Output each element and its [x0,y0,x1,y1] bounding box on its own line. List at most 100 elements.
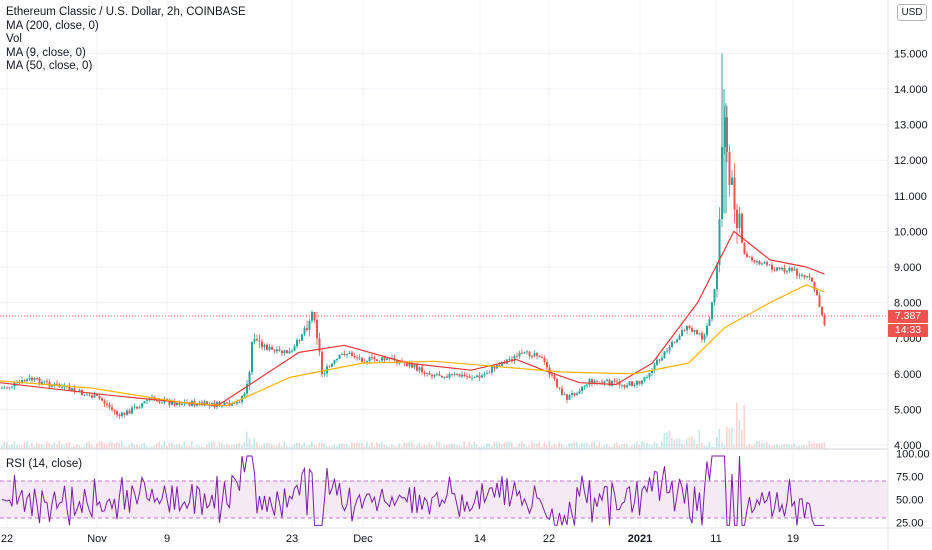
candle-body [381,357,383,361]
volume-bar [631,445,633,449]
volume-bar [781,445,783,449]
candle-body [631,381,633,386]
candle-body [53,383,56,386]
volume-bar [711,446,713,449]
volume-bar [736,402,738,449]
candle-body [251,341,253,373]
candle-body [71,388,73,391]
volume-bar [568,442,571,449]
volume-bar [146,446,148,449]
volume-bar [668,430,671,449]
candle-body [198,402,201,404]
volume-bar [96,443,98,449]
volume-bar [176,444,178,449]
volume-bar [51,444,53,449]
volume-bar [413,444,416,449]
volume-bar [448,444,451,449]
rsi-legend[interactable]: RSI (14, close) [6,458,83,470]
volume-bar [68,442,71,449]
volume-bar [473,441,476,449]
candle-body [211,402,213,405]
volume-bar [438,442,441,449]
candle-body [308,320,311,330]
candle-body [641,380,643,384]
candle-body [448,373,451,378]
candle-body [291,350,293,352]
price-tick-label: 5.000 [894,404,922,416]
volume-bar [351,442,353,449]
volume-bar [583,443,586,449]
time-tick-label: 2021 [628,533,652,545]
candle-body [466,376,468,377]
candle-body [33,378,36,381]
volume-bar [491,446,493,449]
candle-body [706,325,708,336]
volume-bar [743,404,746,449]
legend-ma50[interactable]: MA (50, close, 0) [6,60,93,72]
volume-bar [506,441,508,449]
volume-bar [8,445,11,449]
volume-bar [646,442,648,449]
price-tick-label: 10.000 [894,226,928,238]
volume-bar [361,443,363,449]
volume-bar [596,445,598,449]
volume-bar [538,441,541,449]
volume-bar [651,445,653,449]
candle-body [21,380,23,383]
candle-body [91,395,93,398]
candle-body [436,374,438,376]
candle-body [551,374,553,376]
symbol-title[interactable]: Ethereum Classic / U.S. Dollar, 2h, COIN… [6,6,246,18]
volume-bar [436,441,438,449]
rsi-axis[interactable]: 100.00 75.00 50.00 25.00 [896,448,930,529]
volume-bar [86,442,88,449]
candle-body [786,271,788,273]
volume-bar [273,445,276,449]
volume-bar [18,445,21,449]
candle-body [356,357,358,359]
volume-bar [753,444,756,449]
candle-body [488,372,491,374]
volume-bar [641,441,643,449]
legend-ma9[interactable]: MA (9, close, 0) [6,46,86,59]
volume-bar [253,437,256,449]
volume-bar [256,442,258,449]
volume-bar [308,444,311,449]
candle-body [133,406,136,408]
volume-bar [6,442,8,449]
volume-bar [801,445,803,449]
candle-body [818,295,821,307]
candle-body [41,381,43,385]
candle-body [276,349,278,352]
candle-body [176,403,178,406]
volume-bar [283,441,286,449]
volume-bar [433,445,436,449]
volume-bar [298,443,301,449]
price-axis[interactable]: 15.000 14.000 13.000 12.000 11.000 10.000 9.00… [894,48,928,452]
candle-body [288,351,291,354]
candle-body [378,360,381,362]
volume-bar [606,443,608,449]
candle-body [583,385,586,387]
legend-vol[interactable]: Vol [6,33,22,45]
volume-bar [348,446,351,449]
time-tick-label: Dec [353,533,373,545]
volume-bar [571,443,573,449]
candle-body [43,381,46,383]
candle-body [333,360,336,364]
currency-badge[interactable]: USD [897,4,927,21]
volume-bar [378,443,381,449]
candle-body [68,385,71,391]
volume-bar [581,442,583,449]
candle-body [751,257,753,261]
legend-ma200[interactable]: MA (200, close, 0) [6,19,99,32]
candle-body [621,385,623,386]
volume-bar [451,444,453,449]
candle-body [493,366,496,369]
volume-bar [323,443,326,449]
candle-body [283,350,286,354]
volume-bar [331,446,333,449]
time-axis[interactable]: 22 Nov 9 23 Dec 14 22 2021 11 19 [1,533,799,545]
